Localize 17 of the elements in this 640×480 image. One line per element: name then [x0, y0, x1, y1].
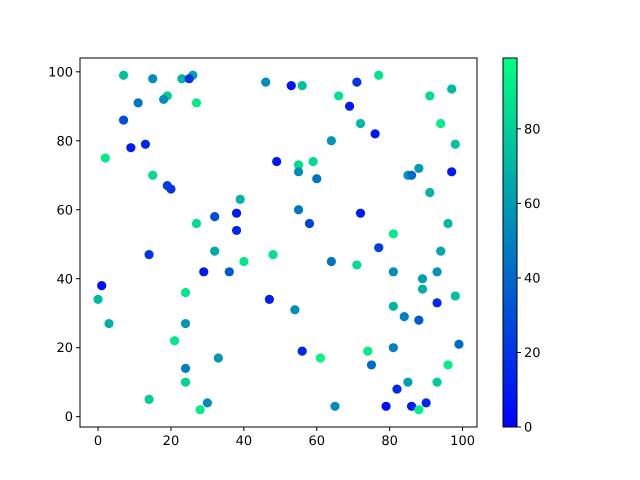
color-bar-label: 40 [524, 271, 541, 286]
x-tick-label: 80 [381, 434, 398, 449]
y-tick-label: 100 [48, 65, 73, 80]
y-tick-label: 20 [56, 341, 73, 356]
y-tick-label: 0 [64, 410, 73, 426]
x-tick-label: 100 [450, 434, 476, 449]
x-tick-label: 40 [236, 434, 252, 449]
y-tick-label: 80 [56, 134, 73, 150]
color-bar-label: 0 [524, 420, 532, 436]
y-tick-label: 60 [56, 203, 73, 218]
color-bar-label: 80 [524, 122, 541, 138]
color-bar-label: 20 [524, 346, 541, 362]
x-tick-label: 20 [162, 434, 180, 449]
color-bar-label: 60 [524, 196, 541, 212]
x-tick-label: 0 [94, 434, 102, 449]
y-tick-label: 40 [56, 272, 73, 288]
x-tick-label: 60 [308, 434, 326, 449]
